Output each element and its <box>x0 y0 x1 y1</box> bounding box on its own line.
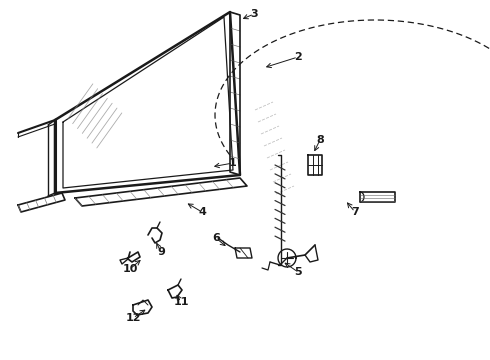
Text: 5: 5 <box>294 267 302 277</box>
Text: 10: 10 <box>122 264 138 274</box>
Text: 8: 8 <box>316 135 324 145</box>
Text: 2: 2 <box>294 52 302 62</box>
Text: 6: 6 <box>212 233 220 243</box>
Text: 12: 12 <box>125 313 141 323</box>
Text: 1: 1 <box>229 158 237 168</box>
Text: 3: 3 <box>250 9 258 19</box>
Text: 9: 9 <box>157 247 165 257</box>
Text: 7: 7 <box>351 207 359 217</box>
Text: 11: 11 <box>173 297 189 307</box>
Text: 4: 4 <box>198 207 206 217</box>
